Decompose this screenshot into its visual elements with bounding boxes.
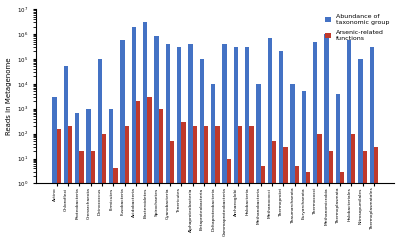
Bar — [68, 126, 72, 242]
Bar — [238, 126, 242, 242]
Bar — [159, 109, 163, 242]
Bar — [75, 113, 79, 242]
Legend: Abundance of
taxonomic group, Arsenic-related
functions: Abundance of taxonomic group, Arsenic-re… — [323, 12, 391, 43]
Bar — [283, 147, 288, 242]
Bar — [324, 34, 328, 242]
Bar — [290, 84, 294, 242]
Bar — [226, 159, 231, 242]
Bar — [109, 109, 113, 242]
Bar — [91, 151, 95, 242]
Bar — [370, 47, 374, 242]
Bar — [336, 94, 340, 242]
Bar — [200, 59, 204, 242]
Bar — [204, 126, 208, 242]
Bar — [136, 101, 140, 242]
Bar — [166, 44, 170, 242]
Bar — [170, 141, 174, 242]
Bar — [302, 91, 306, 242]
Bar — [279, 51, 283, 242]
Bar — [268, 38, 272, 242]
Bar — [245, 47, 249, 242]
Bar — [351, 134, 356, 242]
Y-axis label: Reads in Metagenome: Reads in Metagenome — [6, 58, 12, 135]
Bar — [57, 129, 61, 242]
Bar — [249, 126, 254, 242]
Bar — [211, 84, 215, 242]
Bar — [234, 47, 238, 242]
Bar — [317, 134, 322, 242]
Bar — [86, 109, 91, 242]
Bar — [358, 59, 362, 242]
Bar — [64, 66, 68, 242]
Bar — [125, 126, 129, 242]
Bar — [215, 126, 220, 242]
Bar — [120, 39, 125, 242]
Bar — [188, 44, 192, 242]
Bar — [177, 47, 181, 242]
Bar — [313, 41, 317, 242]
Bar — [256, 84, 260, 242]
Bar — [374, 147, 378, 242]
Bar — [98, 59, 102, 242]
Bar — [192, 126, 197, 242]
Bar — [362, 151, 367, 242]
Bar — [79, 151, 84, 242]
Bar — [143, 22, 147, 242]
Bar — [340, 172, 344, 242]
Bar — [272, 141, 276, 242]
Bar — [181, 122, 186, 242]
Bar — [113, 168, 118, 242]
Bar — [147, 97, 152, 242]
Bar — [102, 134, 106, 242]
Bar — [306, 172, 310, 242]
Bar — [132, 27, 136, 242]
Bar — [347, 39, 351, 242]
Bar — [222, 44, 226, 242]
Bar — [294, 166, 299, 242]
Bar — [260, 166, 265, 242]
Bar — [154, 36, 159, 242]
Bar — [52, 97, 57, 242]
Bar — [328, 151, 333, 242]
